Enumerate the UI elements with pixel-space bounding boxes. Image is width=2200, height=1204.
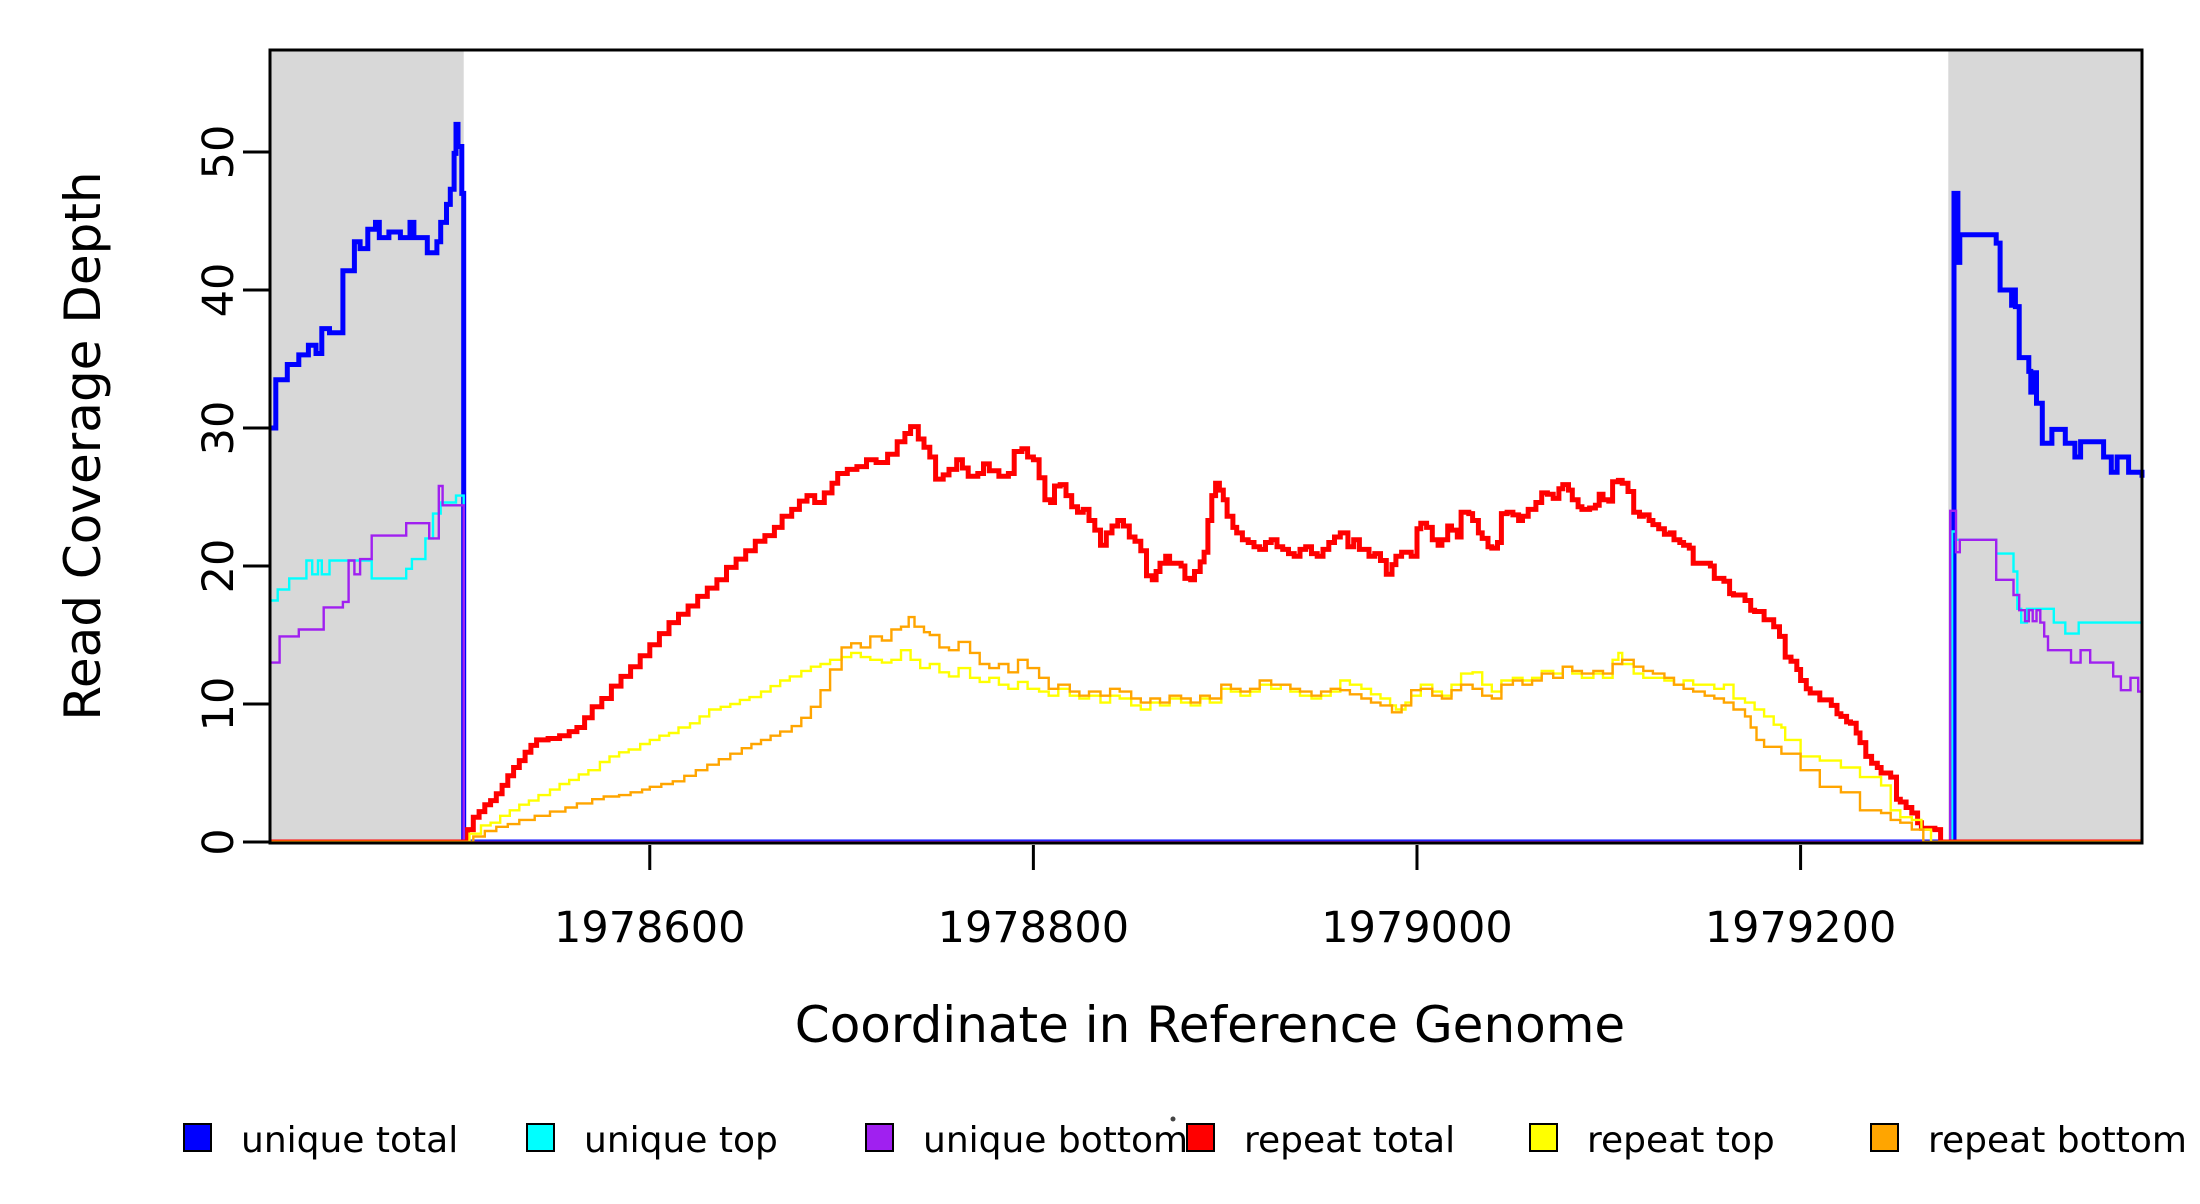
series-line-unique-total [270,121,2145,845]
series-line-unique-top [270,494,2142,844]
legend-label-repeat-total: repeat total [1244,1120,1455,1161]
series-line-repeat-total [270,424,2142,845]
legend-label-unique-total: unique total [241,1120,458,1161]
legend-swatch-repeat-total [1186,1123,1215,1152]
x-axis-title: Coordinate in Reference Genome [795,996,1625,1054]
x-tick-label: 1978600 [554,903,746,953]
x-tick-label: 1978800 [938,903,1130,953]
x-axis: 1978600 1978800 1979000 1979200 [554,845,1896,953]
y-axis-title: Read Coverage Depth [54,171,112,720]
x-tick-label: 1979200 [1705,903,1897,953]
x-tick-label: 1979000 [1321,903,1513,953]
y-tick-label: 20 [194,539,244,594]
y-tick-label: 0 [194,828,244,855]
stray-mark [1170,1116,1176,1122]
y-tick-label: 10 [194,677,244,732]
legend-swatch-repeat-bottom [1870,1123,1899,1152]
legend-swatch-unique-bottom [865,1123,894,1152]
plot-box [268,48,2144,845]
y-tick-label: 40 [194,263,244,318]
shaded-region [270,50,464,843]
legend-label-unique-bottom: unique bottom [923,1120,1188,1161]
series-line-unique-bottom [270,484,2142,844]
series-lines [270,121,2145,845]
legend-swatch-repeat-top [1529,1123,1558,1152]
y-axis: 0 10 20 30 40 50 [194,125,269,856]
shaded-flank-regions [270,50,2142,843]
series-line-repeat-bottom [270,615,2142,844]
legend: unique total unique top unique bottom repea… [183,1120,2187,1161]
legend-label-repeat-bottom: repeat bottom [1928,1120,2187,1161]
plot-border [268,48,2144,845]
y-tick-label: 30 [194,401,244,456]
legend-swatch-unique-top [526,1123,555,1152]
legend-label-repeat-top: repeat top [1587,1120,1775,1161]
legend-swatch-unique-total [183,1123,212,1152]
legend-label-unique-top: unique top [584,1120,778,1161]
shaded-region [1948,50,2142,843]
y-tick-label: 50 [194,125,244,180]
